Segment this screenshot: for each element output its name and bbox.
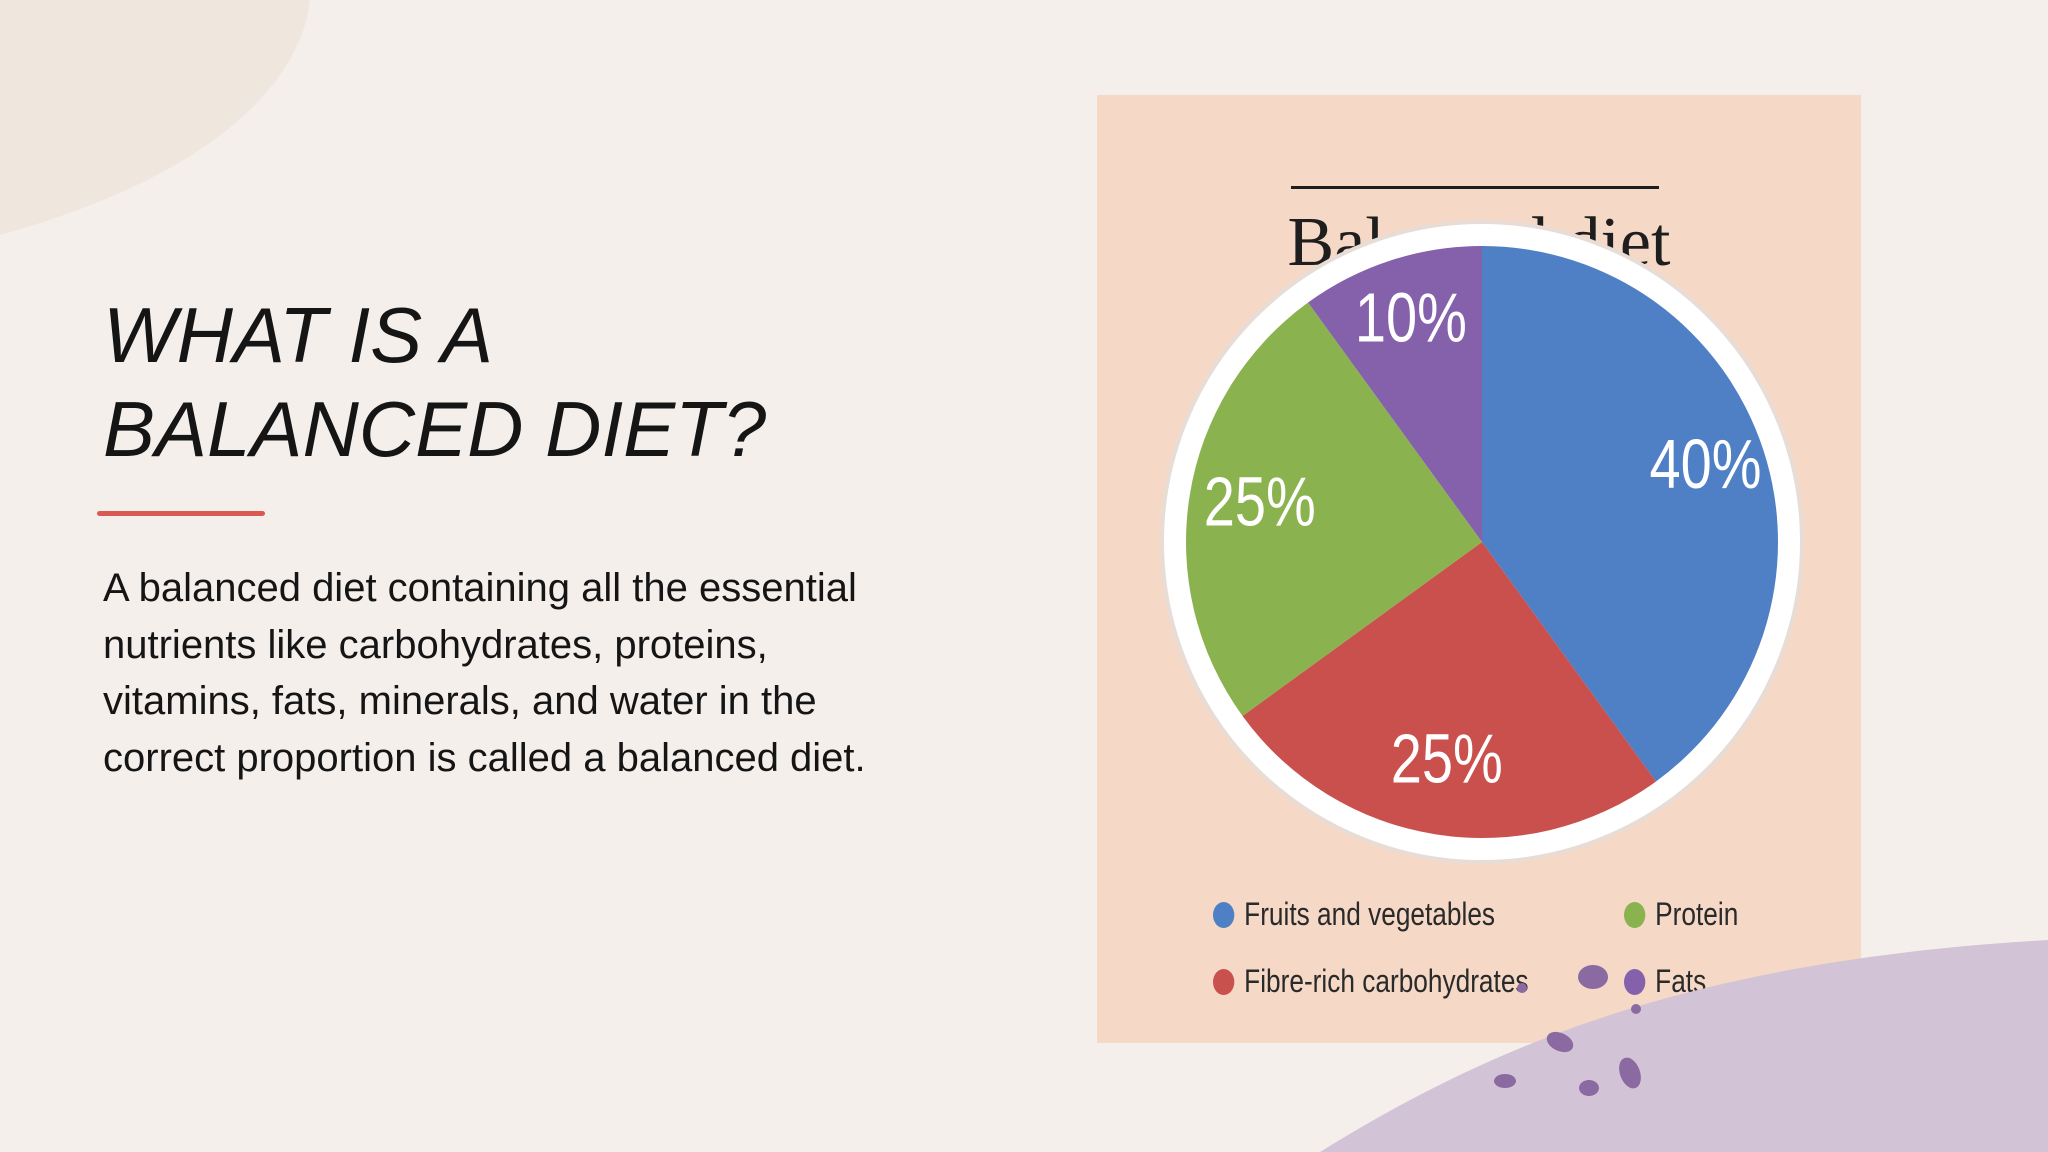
slide-title-line-1: WHAT IS A <box>103 291 493 379</box>
pie-chart: 40% 25% 25% 10% <box>1160 220 1804 864</box>
pie-value-label: 25% <box>1391 721 1503 798</box>
title-underline <box>97 511 265 516</box>
pie-value-label: 10% <box>1355 280 1467 357</box>
corner-blob <box>0 0 310 235</box>
pie-value-label: 25% <box>1204 463 1316 540</box>
slide-title: WHAT IS A BALANCED DIET? <box>103 288 923 476</box>
pie-value-label: 40% <box>1649 426 1761 503</box>
slide-body-text: A balanced diet containing all the essen… <box>103 566 866 780</box>
pie-slice-protein <box>1186 302 1482 716</box>
pie-slice-fibre-rich-carbohydrates <box>1242 542 1656 839</box>
pie-slice-fruits-and-vegetables <box>1482 246 1778 782</box>
slide-title-line-2: BALANCED DIET? <box>103 385 767 473</box>
chart-title-underline <box>1291 186 1659 189</box>
pie-slice-fats <box>1308 246 1482 542</box>
